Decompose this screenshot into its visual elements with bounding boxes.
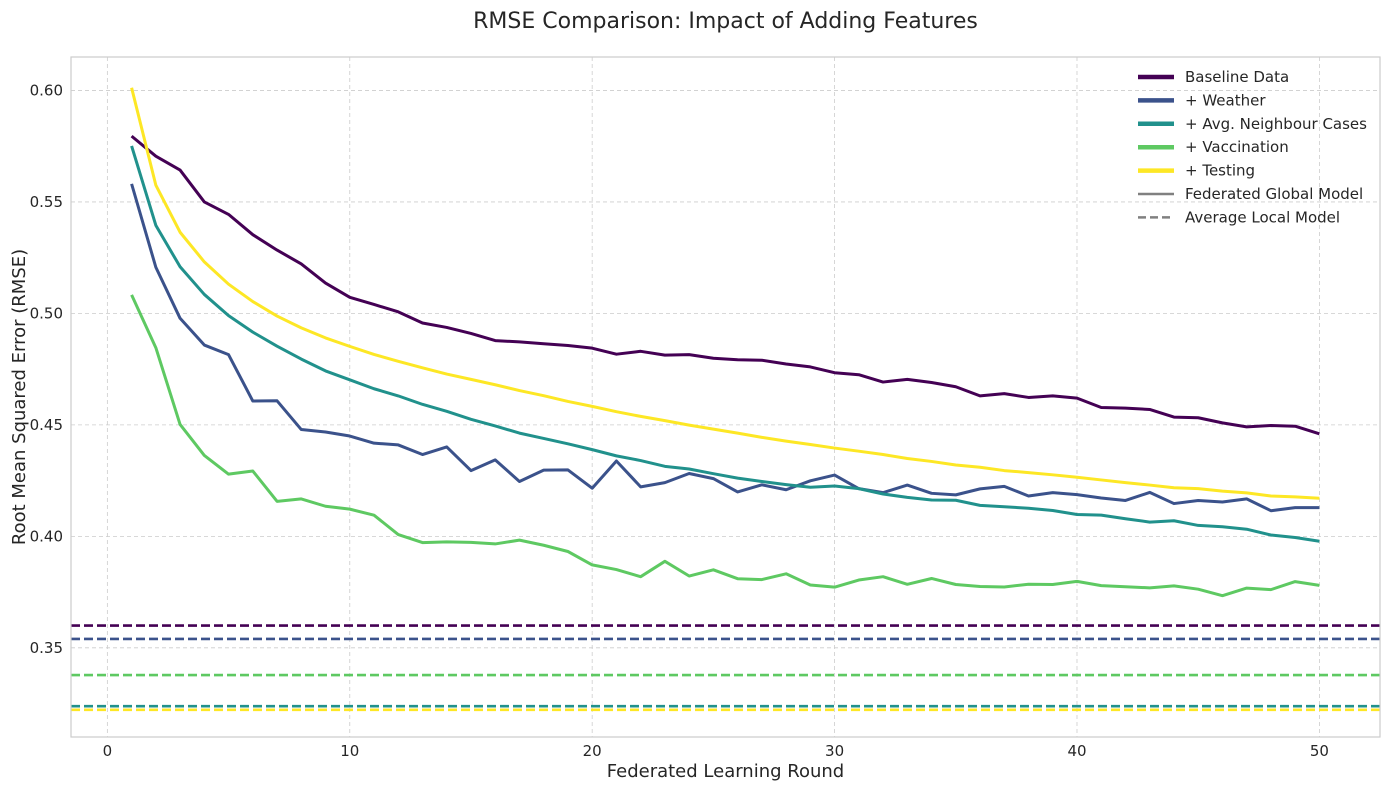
x-axis-label: Federated Learning Round bbox=[607, 761, 844, 782]
y-tick-label: 0.35 bbox=[30, 639, 63, 657]
legend-label: + Weather bbox=[1185, 91, 1266, 109]
series-line bbox=[130, 87, 1320, 500]
x-axis-ticks: 0 10 20 30 40 50 bbox=[103, 742, 1329, 760]
plot-frame bbox=[70, 56, 1381, 738]
x-tick-label: 0 bbox=[103, 742, 113, 760]
series-line bbox=[130, 145, 1320, 543]
y-axis-label: Root Mean Squared Error (RMSE) bbox=[9, 249, 30, 545]
legend-label: + Avg. Neighbour Cases bbox=[1185, 115, 1367, 133]
legend-label: + Vaccination bbox=[1185, 138, 1289, 156]
legend: Baseline Data + Weather + Avg. Neighbour C… bbox=[1138, 68, 1367, 226]
legend-label: + Testing bbox=[1185, 162, 1255, 180]
series-line bbox=[130, 134, 1320, 436]
legend-label: Average Local Model bbox=[1185, 208, 1340, 226]
y-axis-ticks: 0.35 0.40 0.45 0.50 0.55 0.60 bbox=[30, 81, 63, 656]
series-line bbox=[130, 294, 1320, 598]
x-tick-label: 40 bbox=[1067, 742, 1086, 760]
y-tick-label: 0.45 bbox=[30, 416, 63, 434]
y-tick-label: 0.60 bbox=[30, 81, 63, 99]
y-tick-label: 0.40 bbox=[30, 527, 63, 545]
x-tick-label: 20 bbox=[583, 742, 602, 760]
x-tick-label: 10 bbox=[340, 742, 359, 760]
average-local-model-lines bbox=[71, 624, 1380, 712]
y-tick-label: 0.55 bbox=[30, 193, 63, 211]
legend-label: Federated Global Model bbox=[1185, 185, 1363, 203]
x-tick-label: 50 bbox=[1310, 742, 1329, 760]
chart-title: RMSE Comparison: Impact of Adding Featur… bbox=[473, 9, 978, 34]
y-tick-label: 0.50 bbox=[30, 304, 63, 322]
legend-label: Baseline Data bbox=[1185, 68, 1289, 86]
federated-global-model-lines bbox=[130, 87, 1320, 598]
x-tick-label: 30 bbox=[825, 742, 844, 760]
grid-lines bbox=[71, 57, 1380, 737]
series-line bbox=[130, 183, 1320, 513]
